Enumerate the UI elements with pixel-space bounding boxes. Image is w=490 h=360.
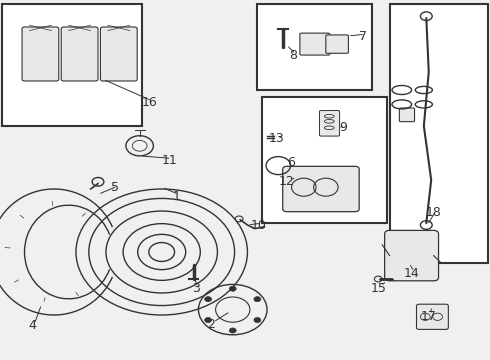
Text: 5: 5 <box>111 181 119 194</box>
Text: 8: 8 <box>289 49 297 62</box>
Text: 7: 7 <box>359 30 367 42</box>
Text: 11: 11 <box>161 154 177 167</box>
Text: 14: 14 <box>404 267 419 280</box>
Circle shape <box>205 318 212 323</box>
Text: 16: 16 <box>142 96 157 109</box>
Bar <box>262 97 387 223</box>
Text: 15: 15 <box>370 282 386 294</box>
FancyBboxPatch shape <box>319 111 340 136</box>
FancyBboxPatch shape <box>300 33 330 55</box>
Circle shape <box>254 318 261 323</box>
Bar <box>257 4 372 90</box>
Text: 4: 4 <box>28 319 36 332</box>
FancyBboxPatch shape <box>326 35 348 53</box>
Text: 9: 9 <box>339 121 347 134</box>
FancyBboxPatch shape <box>22 27 59 81</box>
Circle shape <box>229 328 236 333</box>
Text: 6: 6 <box>288 156 295 168</box>
Text: 12: 12 <box>279 175 294 188</box>
Circle shape <box>254 297 261 302</box>
Text: 18: 18 <box>426 206 441 219</box>
Bar <box>2 4 142 126</box>
FancyBboxPatch shape <box>283 166 359 212</box>
Text: 10: 10 <box>251 219 267 231</box>
FancyBboxPatch shape <box>100 27 137 81</box>
Text: 13: 13 <box>269 132 285 145</box>
Text: 3: 3 <box>192 282 200 294</box>
Text: 17: 17 <box>421 310 437 323</box>
Text: 1: 1 <box>172 190 180 203</box>
FancyBboxPatch shape <box>61 27 98 81</box>
Bar <box>390 4 488 263</box>
Text: 2: 2 <box>207 318 215 330</box>
Circle shape <box>229 286 236 291</box>
Circle shape <box>205 297 212 302</box>
FancyBboxPatch shape <box>385 230 439 281</box>
FancyBboxPatch shape <box>399 108 415 122</box>
FancyBboxPatch shape <box>416 304 448 329</box>
